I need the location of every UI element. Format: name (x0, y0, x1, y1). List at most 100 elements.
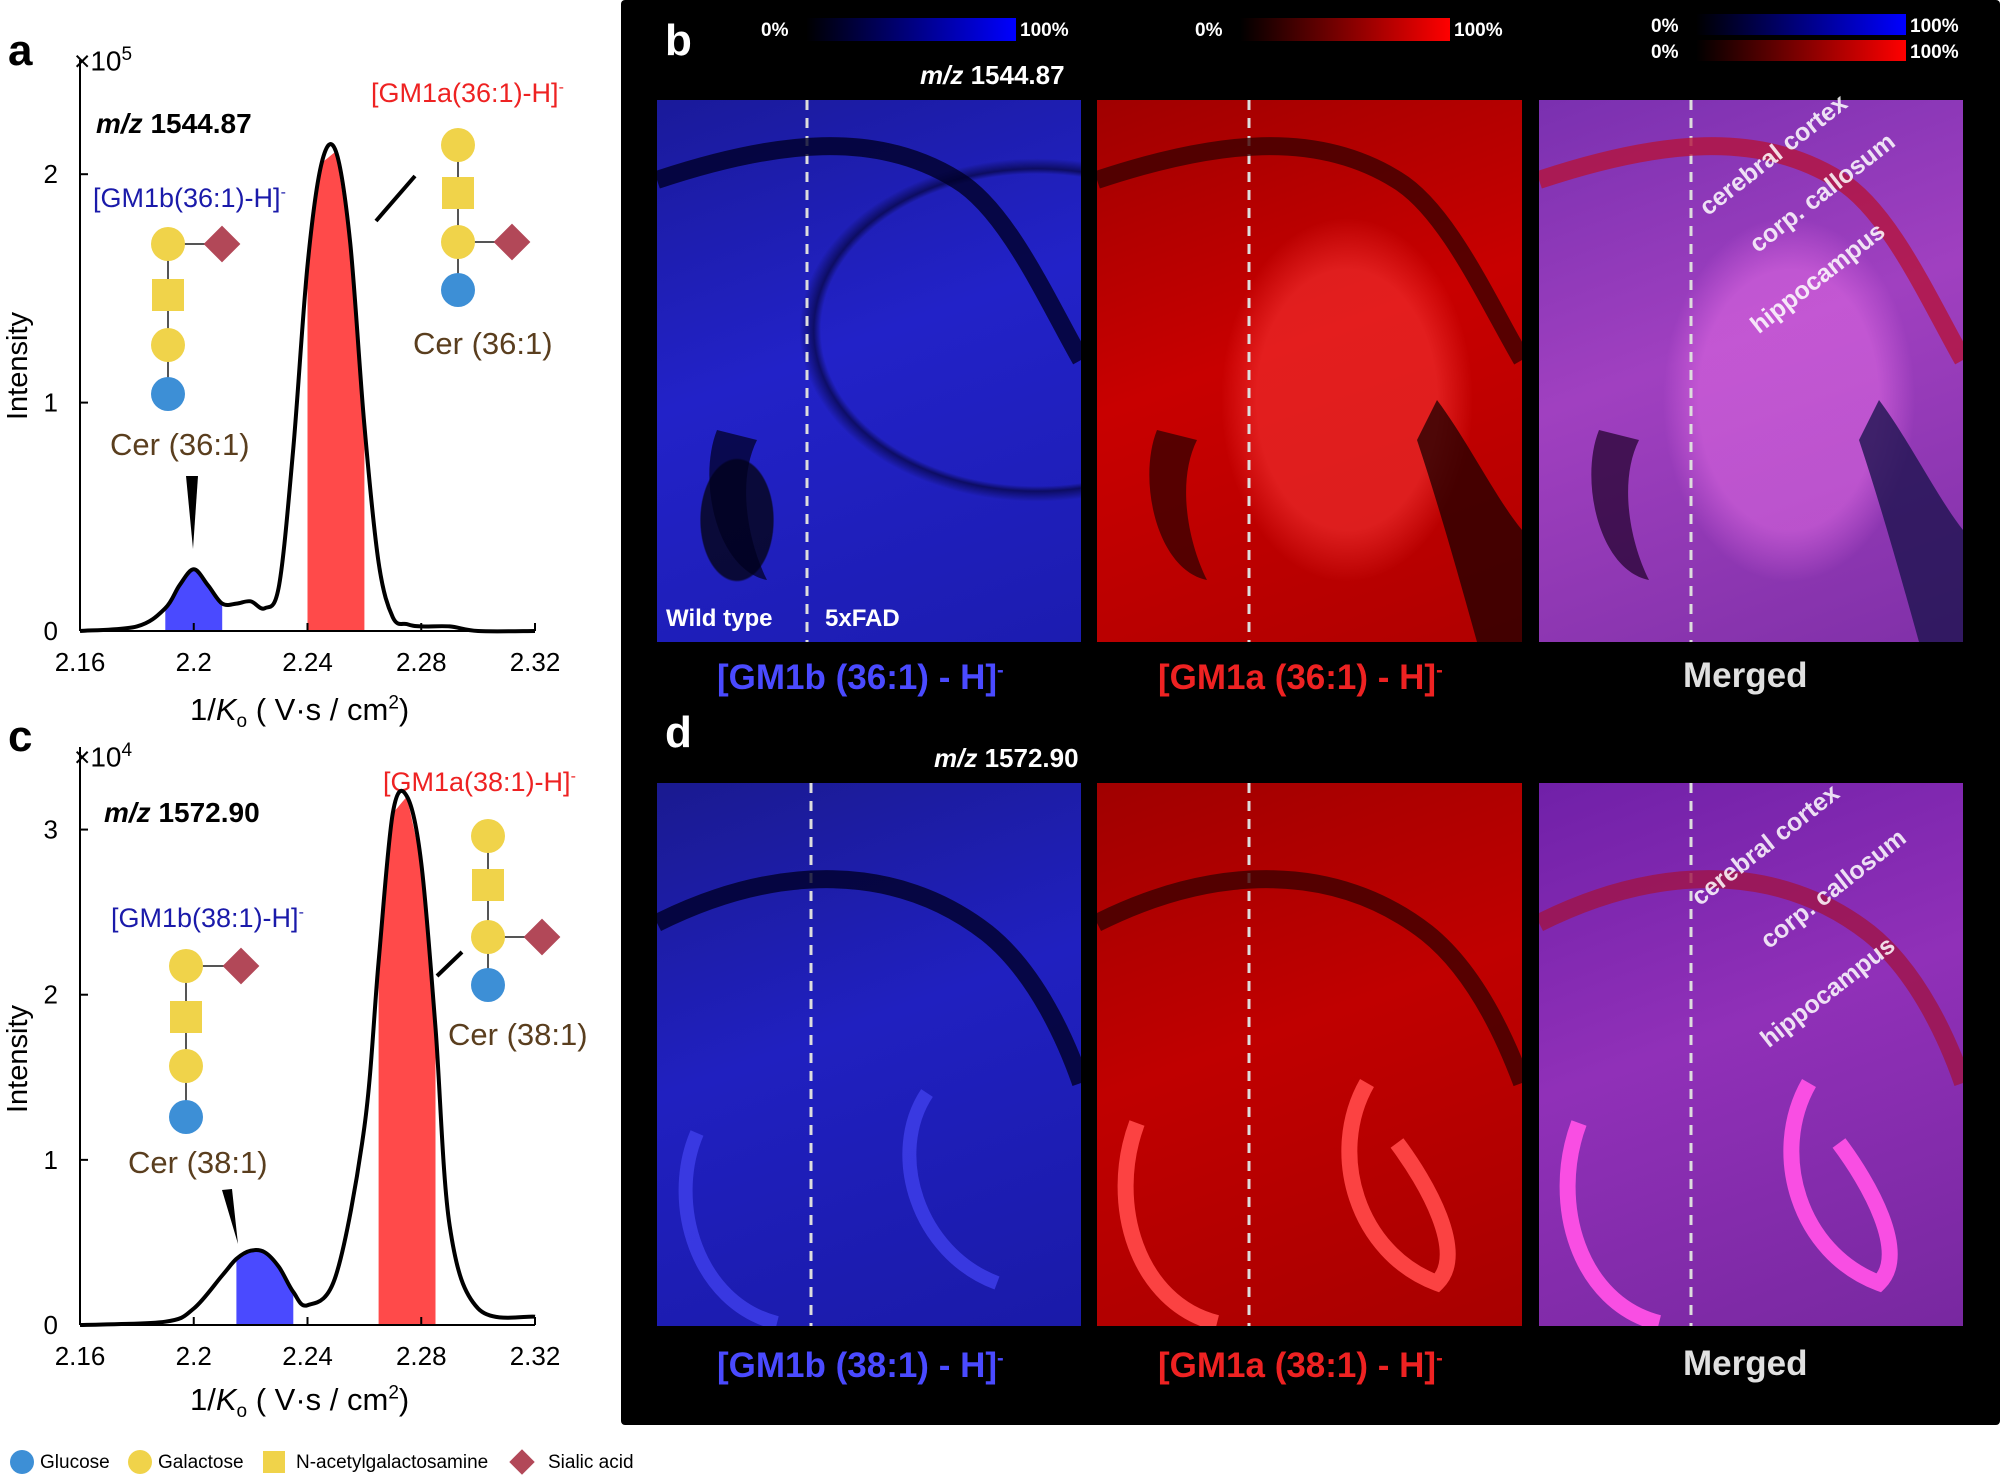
x-tick-label: 2.28 (396, 647, 447, 677)
sialic-acid-icon (509, 1449, 535, 1475)
x-tick-label: 2.32 (510, 1341, 561, 1371)
xlabel-sub: o (236, 711, 248, 733)
ion-charge: - (558, 79, 564, 96)
wild-type-label: Wild type (666, 605, 773, 632)
y-multiplier-a: ×105 (74, 44, 132, 77)
ion-label-gm1b-a: [GM1b(36:1)-H]- (93, 183, 286, 214)
galactose-icon (128, 1450, 152, 1474)
legend-sialic-acid: Sialic acid (548, 1452, 634, 1473)
ion-charge: - (1436, 1347, 1443, 1370)
ion-text: [GM1a(38:1)-H] (383, 767, 571, 797)
ion-charge: - (1436, 659, 1443, 682)
x-axis-label-c: 1/Ko ( V·s / cm2) (190, 1382, 409, 1423)
legend-glucose: Glucose (40, 1452, 110, 1473)
xlabel-prefix: 1/ (190, 1382, 216, 1417)
x-tick-label: 2.16 (55, 1341, 106, 1371)
galactose-icon (441, 128, 475, 162)
y-multiplier-c: ×104 (74, 740, 132, 773)
tissue-outline (657, 783, 1081, 1326)
image-merged-38 (1539, 783, 1963, 1326)
ion-text: [GM1b(38:1)-H] (111, 903, 299, 933)
y-tick-label: 1 (44, 388, 58, 418)
cer-label-b-c: Cer (38:1) (128, 1145, 268, 1180)
image-gm1b-36 (657, 100, 1081, 642)
galnac-icon (442, 177, 474, 209)
scale-min-blue: 0% (761, 20, 789, 41)
ion-text: [GM1a(36:1)-H] (371, 78, 559, 108)
x-axis-label-a: 1/Ko ( V·s / cm2) (190, 692, 409, 733)
y-multiplier-power: 5 (121, 44, 133, 65)
x-tick-label: 2.28 (396, 1341, 447, 1371)
y-tick-label: 2 (44, 980, 58, 1010)
galactose-icon (169, 949, 203, 983)
mz-value: 1572.90 (158, 797, 260, 828)
galactose-icon (441, 225, 475, 259)
ion-charge: - (997, 659, 1004, 682)
ion-label-gm1a-a: [GM1a(36:1)-H]- (371, 78, 564, 109)
glycan-gm1a-c (435, 819, 561, 1002)
xlabel-end: ) (398, 692, 410, 727)
mobilogram-line (79, 142, 536, 634)
glycan-gm1a-a (374, 128, 531, 307)
y-tick-label: 3 (44, 815, 58, 845)
xlabel-k: K (215, 692, 237, 727)
mz-label-a: m/z 1544.87 (96, 108, 252, 140)
ion-label-gm1b-c: [GM1b(38:1)-H]- (111, 903, 304, 934)
ion-charge: - (997, 1347, 1004, 1370)
scale-max-red: 100% (1454, 20, 1503, 41)
scale-bar-blue (806, 18, 1016, 41)
x-tick-label: 2.32 (510, 647, 561, 677)
xlabel-k: K (215, 1382, 237, 1417)
glycan-gm1b-c (169, 947, 260, 1244)
tissue-outline (1097, 783, 1522, 1326)
scale-min-red: 0% (1195, 20, 1223, 41)
sialic-acid-icon (222, 947, 260, 985)
glucose-icon (151, 377, 185, 411)
y-multiplier-base: ×10 (74, 741, 122, 773)
legend-galnac: N-acetylgalactosamine (296, 1452, 489, 1473)
image-merged-36 (1539, 100, 1963, 642)
ion-text: [GM1a (38:1) - H] (1158, 1346, 1437, 1385)
ion-charge: - (280, 184, 286, 201)
panel-letter-d: d (665, 708, 692, 757)
glucose-icon (169, 1100, 203, 1134)
xlabel-units: ( V·s / cm (247, 1382, 389, 1417)
cer-label-b-a: Cer (36:1) (110, 427, 250, 462)
panel-letter-c: c (8, 712, 33, 761)
y-tick-label: 2 (44, 159, 58, 189)
x-tick-label: 2.24 (282, 647, 333, 677)
xlabel-end: ) (398, 1382, 410, 1417)
chart-c: 2.16 2.2 2.24 2.28 2.32 0 1 2 3 (44, 747, 561, 1371)
scale-max-merged-blue: 100% (1910, 16, 1959, 37)
mz-prefix: m/z (96, 108, 143, 139)
galnac-icon (152, 279, 184, 311)
panel-letter-a: a (8, 26, 33, 75)
galnac-icon (263, 1451, 285, 1473)
mz-value: 1544.87 (150, 108, 252, 139)
galactose-icon (151, 328, 185, 362)
mobilogram-line (79, 788, 536, 1327)
mz-prefix: m/z (104, 797, 151, 828)
cer-label-a-a: Cer (36:1) (413, 326, 553, 361)
merged-title-d: Merged (1683, 1344, 1808, 1383)
x-tick-label: 2.2 (176, 647, 212, 677)
ion-text: [GM1b(36:1)-H] (93, 183, 281, 213)
panel-letter-b: b (665, 16, 692, 65)
mz-label-c: m/z 1572.90 (104, 797, 260, 829)
image-gm1a-36 (1097, 100, 1522, 642)
glycan-gm1b-a (151, 225, 241, 549)
glucose-icon (441, 273, 475, 307)
ion-charge: - (298, 904, 304, 921)
tissue-outline (1097, 100, 1522, 642)
mz-prefix: m/z (934, 743, 978, 773)
galactose-icon (471, 819, 505, 853)
ion-title-blue-b: [GM1b (36:1) - H]- (717, 658, 1004, 698)
peak-area-1 (378, 796, 436, 1325)
ion-label-gm1a-c: [GM1a(38:1)-H]- (383, 767, 576, 798)
ion-charge: - (570, 768, 576, 785)
scale-bar-red (1240, 18, 1450, 41)
mz-prefix: m/z (920, 60, 964, 90)
mz-value: 1544.87 (970, 60, 1065, 90)
xlabel-units: ( V·s / cm (247, 692, 389, 727)
peak-area-0 (165, 569, 223, 631)
